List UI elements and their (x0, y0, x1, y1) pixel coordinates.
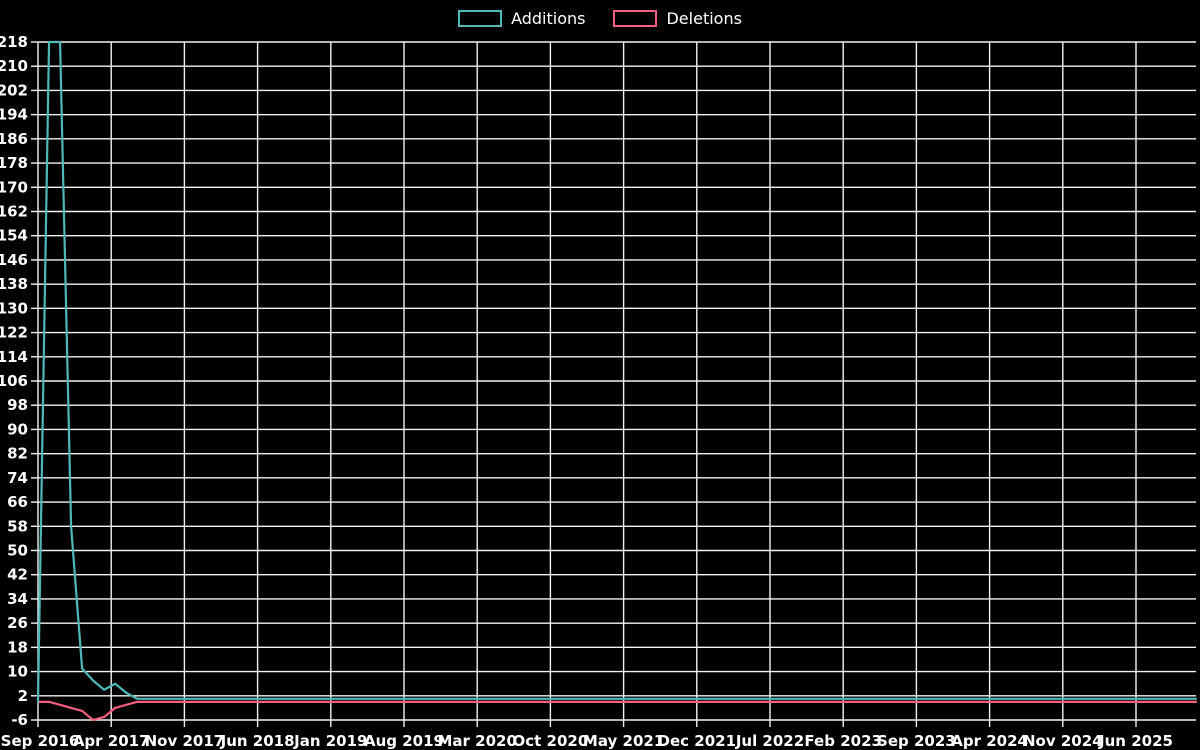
y-tick-label: 58 (7, 517, 28, 535)
series-line-additions (36, 40, 1198, 703)
y-tick-label: 170 (0, 178, 28, 196)
x-tick-label: Jun 2025 (1098, 732, 1173, 750)
y-tick-label: 90 (7, 420, 28, 438)
y-tick-label: 10 (7, 663, 28, 681)
x-tick-marks (37, 720, 1137, 727)
y-tick-label: 66 (7, 493, 28, 511)
x-tick-label: Oct 2020 (513, 732, 589, 750)
x-tick-label: Nov 2024 (1023, 732, 1103, 750)
y-tick-label: 2 (18, 687, 28, 705)
y-tick-label: 122 (0, 324, 28, 342)
legend-swatch-additions-icon (458, 9, 503, 27)
x-tick-label: Jun 2018 (220, 732, 295, 750)
y-tick-label: 50 (7, 542, 28, 560)
y-tick-label: 202 (0, 81, 28, 99)
x-tick-label: Jul 2022 (735, 732, 804, 750)
x-tick-label: Apr 2024 (951, 732, 1028, 750)
x-tick-label: Feb 2023 (804, 732, 882, 750)
y-tick-label: 74 (7, 469, 28, 487)
legend-item-deletions[interactable]: Deletions (613, 8, 742, 28)
y-tick-label: 18 (7, 638, 28, 656)
y-tick-label: 178 (0, 154, 28, 172)
y-tick-label: 146 (0, 251, 28, 269)
legend-label-additions: Additions (511, 8, 586, 28)
x-tick-label: Sep 2016 (1, 732, 80, 750)
y-tick-label: 218 (0, 36, 28, 51)
y-tick-label: 26 (7, 614, 28, 632)
y-axis-tick-labels: 2182102021941861781701621541461381301221… (0, 36, 28, 729)
x-tick-label: Apr 2017 (73, 732, 150, 750)
y-tick-label: 162 (0, 203, 28, 221)
x-tick-label: Dec 2021 (658, 732, 737, 750)
x-tick-label: Jan 2019 (293, 732, 367, 750)
y-tick-marks (31, 41, 38, 721)
chart-legend: Additions Deletions (0, 0, 1200, 36)
y-tick-label: 210 (0, 57, 28, 75)
y-tick-label: 154 (0, 227, 28, 245)
y-tick-label: 34 (7, 590, 28, 608)
x-tick-label: Mar 2020 (437, 732, 516, 750)
x-tick-label: Aug 2019 (364, 732, 444, 750)
y-tick-label: 106 (0, 372, 28, 390)
legend-item-additions[interactable]: Additions (458, 9, 585, 28)
y-tick-label: 130 (0, 299, 28, 317)
y-tick-label: 42 (7, 566, 28, 584)
y-tick-label: -6 (11, 711, 28, 729)
y-tick-label: 138 (0, 275, 28, 293)
y-tick-label: 186 (0, 130, 28, 148)
horizontal-gridlines (38, 41, 1196, 721)
y-tick-label: 82 (7, 445, 28, 463)
y-tick-label: 194 (0, 106, 28, 124)
x-tick-label: May 2021 (583, 732, 664, 750)
plot-area: 218 210 202 194 186 178 170 162 154 146 138 130 122 1… (0, 36, 1200, 750)
y-tick-label: 98 (7, 396, 28, 414)
legend-swatch-deletions-icon (613, 9, 658, 27)
x-tick-label: Nov 2017 (145, 732, 225, 750)
legend-label-deletions: Deletions (666, 8, 742, 28)
y-tick-label: 114 (0, 348, 28, 366)
plot-background (0, 36, 1200, 750)
x-tick-label: Sep 2023 (877, 732, 956, 750)
line-chart-svg: 2182102021941861781701621541461381301221… (0, 36, 1200, 750)
series-line-deletions (36, 700, 1198, 722)
